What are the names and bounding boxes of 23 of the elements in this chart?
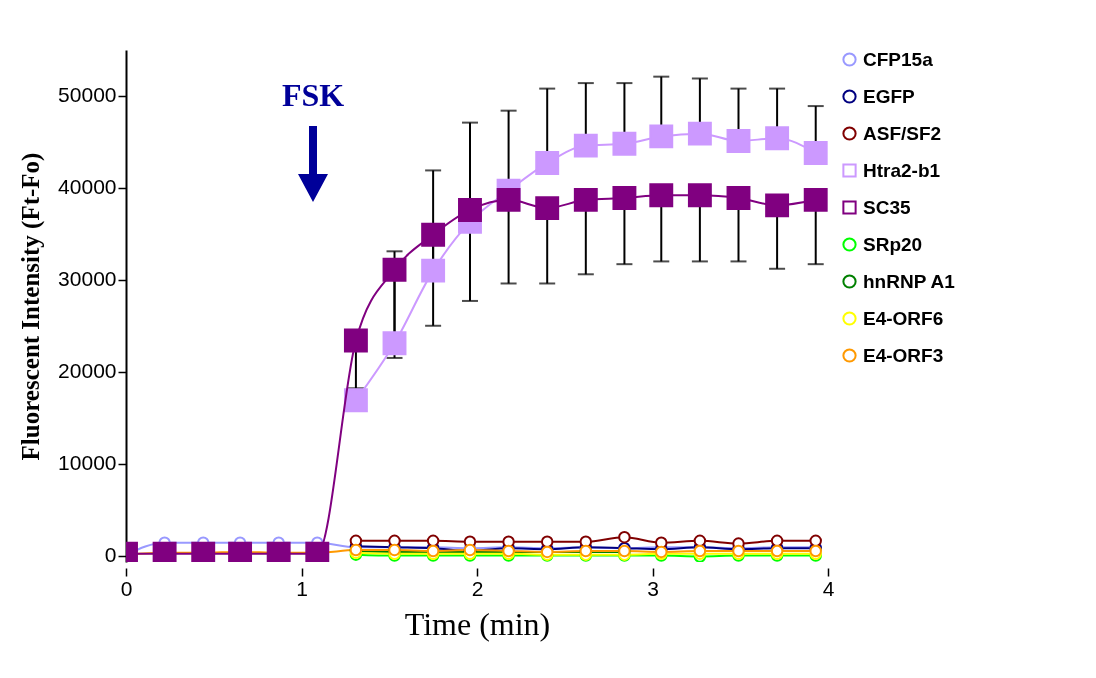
legend-label: E4-ORF3	[863, 344, 944, 366]
y-tick-label: 40000	[58, 175, 117, 199]
legend-label: SRp20	[863, 233, 923, 255]
y-tick-label: 30000	[58, 267, 117, 291]
x-axis-title: Time (min)	[404, 605, 551, 642]
x-tick-label: 1	[296, 576, 308, 600]
y-tick-label: 50000	[58, 83, 117, 107]
y-tick-label: 10000	[58, 451, 117, 475]
annotation: FSK	[281, 77, 345, 113]
legend-label: hnRNP A1	[863, 270, 956, 292]
x-tick-label: 3	[647, 576, 659, 600]
legend-label: E4-ORF6	[863, 307, 944, 329]
y-tick-label: 20000	[58, 359, 117, 383]
legend-label: EGFP	[863, 85, 916, 107]
y-axis-title: Fluorescent Intensity (Ft-Fo)	[17, 152, 46, 461]
legend-label: Htra2-b1	[863, 159, 941, 181]
y-tick-label: 0	[104, 543, 117, 567]
x-tick-label: 4	[822, 576, 835, 600]
legend-label: SC35	[863, 196, 911, 218]
x-tick-label: 0	[120, 576, 133, 600]
x-tick-label: 2	[471, 576, 484, 600]
legend-label: CFP15a	[863, 48, 934, 70]
legend-label: ASF/SF2	[863, 122, 942, 144]
